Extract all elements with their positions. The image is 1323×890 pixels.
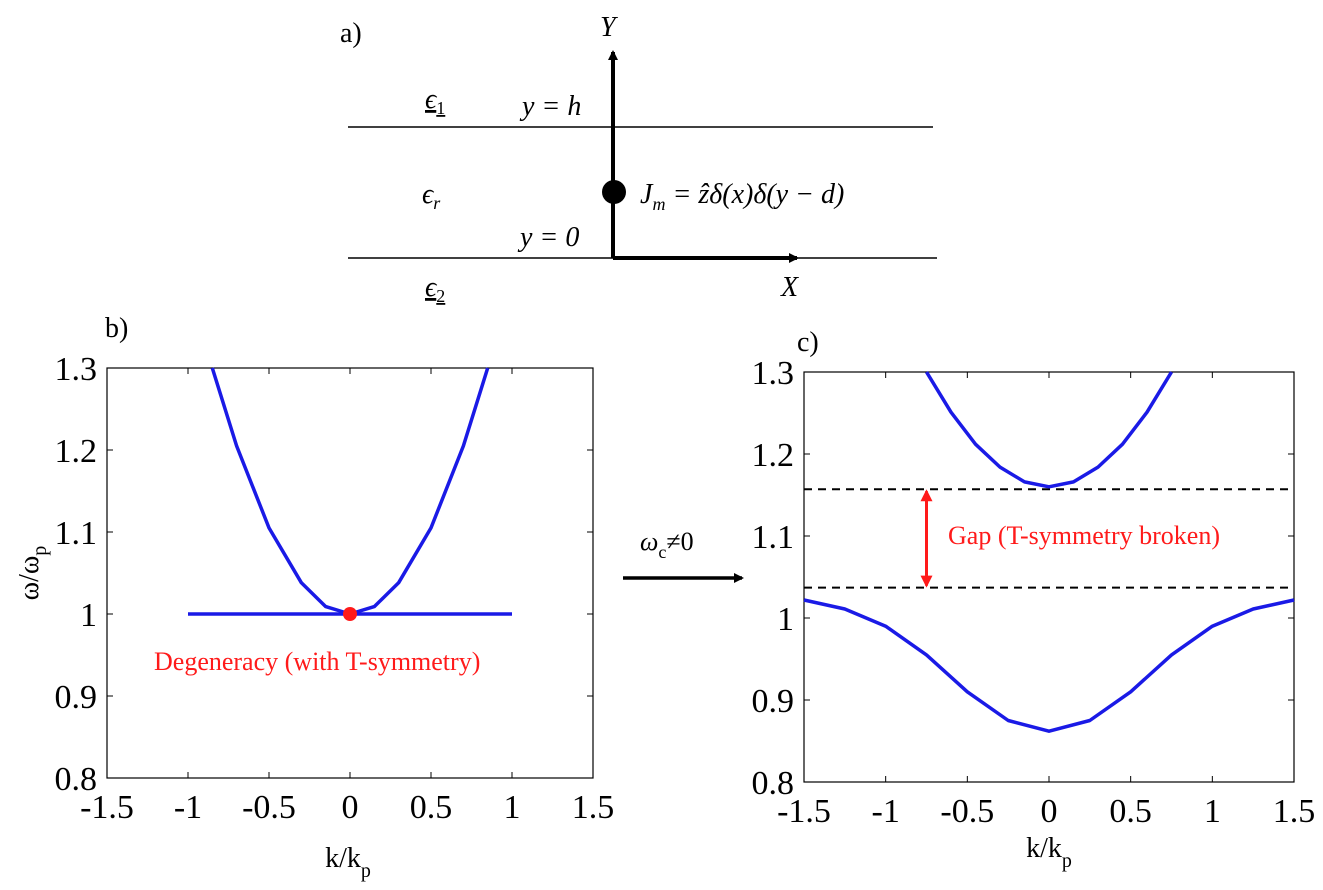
panel-c-label: c) — [797, 327, 819, 358]
x-tick-label: 1.5 — [572, 789, 615, 826]
y-tick-label: 1.2 — [55, 433, 98, 470]
x-tick-label: 0 — [342, 789, 359, 826]
x-tick-label: 0.5 — [1109, 793, 1152, 830]
x-tick-label: 1.5 — [1273, 793, 1316, 830]
panel-a-schematic: a) Y X ϵ1 ϵr ϵ2 y = h y = 0 Jm = ẑδ(x)δ(… — [340, 12, 937, 306]
degeneracy-point — [343, 607, 357, 621]
y-equals-0-label: y = 0 — [517, 222, 579, 253]
x-tick-label: -0.5 — [242, 789, 296, 826]
y-tick-label: 0.9 — [55, 679, 98, 716]
omega-c-label: ωc≠0 — [640, 527, 694, 562]
y-tick-label: 1.3 — [752, 355, 795, 392]
x-axis-label: X — [780, 272, 799, 303]
gap-annotation: Gap (T-symmetry broken) — [948, 521, 1220, 550]
panel-b-chart: b) -1.5 -1 -0.5 0 0.5 1 1.5 0.8 0.9 1 1.1 1.2 1.3 De… — [14, 313, 614, 882]
y-tick-label: 0.8 — [752, 765, 795, 802]
panel-b-ticks: -1.5 -1 -0.5 0 0.5 1 1.5 0.8 0.9 1 1.1 1.2 1.3 — [55, 351, 615, 826]
panel-b-ylabel: ω/ωp — [14, 546, 51, 601]
x-tick-label: 1 — [504, 789, 521, 826]
y-axis-label: Y — [600, 12, 619, 43]
epsilon-2-label: ϵ2 — [425, 272, 445, 306]
series-line-1 — [210, 367, 490, 616]
panel-c-frame — [803, 371, 1295, 783]
y-tick-label: 1.2 — [752, 437, 795, 474]
source-point — [602, 180, 626, 204]
panel-c-curves — [803, 371, 1295, 733]
y-tick-label: 1.1 — [752, 519, 795, 556]
panel-b-xlabel: k/kp — [325, 843, 371, 882]
x-tick-label: -1 — [872, 793, 900, 830]
x-tick-label: -1.5 — [777, 793, 831, 830]
epsilon-r-label: ϵr — [422, 179, 441, 213]
panel-c-ticks: -1.5 -1 -0.5 0 0.5 1 1.5 0.8 0.9 1 1.1 1.2 1.3 — [752, 355, 1316, 830]
x-tick-label: -0.5 — [940, 793, 994, 830]
y-equals-h-label: y = h — [519, 91, 581, 122]
y-tick-label: 1 — [80, 597, 97, 634]
x-tick-label: -1.5 — [80, 789, 134, 826]
series-line-1 — [925, 371, 1173, 489]
panel-c-dashed-lines — [804, 488, 1294, 589]
x-tick-label: -1 — [174, 789, 202, 826]
y-tick-label: 0.8 — [55, 761, 98, 798]
y-tick-label: 1.1 — [55, 515, 98, 552]
panel-b-frame — [106, 367, 594, 779]
panel-c-chart: c) -1.5 -1 -0.5 0 0.5 1 1.5 0.8 0.9 1 1.1 1.2 1.3 Ga… — [752, 327, 1316, 872]
panel-a-label: a) — [340, 18, 362, 49]
x-tick-label: 0.5 — [410, 789, 453, 826]
transition-arrow-group: ωc≠0 — [623, 527, 744, 583]
panel-b-curves — [188, 367, 512, 616]
panel-b-label: b) — [105, 313, 128, 344]
degeneracy-annotation: Degeneracy (with T-symmetry) — [154, 647, 480, 676]
y-tick-label: 1.3 — [55, 351, 98, 388]
y-tick-label: 0.9 — [752, 683, 795, 720]
source-equation: Jm = ẑδ(x)δ(y − d) — [640, 179, 844, 214]
x-tick-label: 1 — [1204, 793, 1221, 830]
series-line-2 — [803, 598, 1295, 733]
epsilon-1-label: ϵ1 — [425, 84, 445, 118]
panel-c-xlabel: k/kp — [1026, 833, 1072, 872]
x-tick-label: 0 — [1041, 793, 1058, 830]
y-tick-label: 1 — [777, 601, 794, 638]
